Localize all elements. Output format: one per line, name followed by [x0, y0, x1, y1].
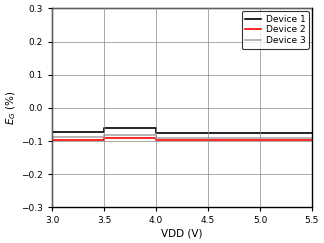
- Device 2: [50, 138, 54, 141]
- Device 1: [310, 131, 314, 134]
- Device 2: [102, 137, 106, 140]
- X-axis label: VDD (V): VDD (V): [161, 228, 203, 238]
- Device 3: [154, 134, 158, 137]
- Line: Device 3: Device 3: [52, 135, 312, 138]
- Device 3: [102, 136, 106, 139]
- Device 3: [310, 136, 314, 139]
- Device 2: [310, 138, 314, 141]
- Device 1: [154, 131, 158, 134]
- Device 1: [50, 130, 54, 133]
- Device 2: [154, 138, 158, 141]
- Device 1: [154, 126, 158, 129]
- Device 2: [102, 138, 106, 141]
- Device 1: [102, 130, 106, 133]
- Line: Device 2: Device 2: [52, 138, 312, 140]
- Y-axis label: $E_G$ (%): $E_G$ (%): [5, 90, 18, 125]
- Device 3: [154, 136, 158, 139]
- Device 1: [102, 126, 106, 129]
- Device 2: [154, 137, 158, 140]
- Device 3: [102, 134, 106, 137]
- Legend: Device 1, Device 2, Device 3: Device 1, Device 2, Device 3: [241, 11, 309, 49]
- Device 3: [50, 136, 54, 139]
- Line: Device 1: Device 1: [52, 128, 312, 133]
